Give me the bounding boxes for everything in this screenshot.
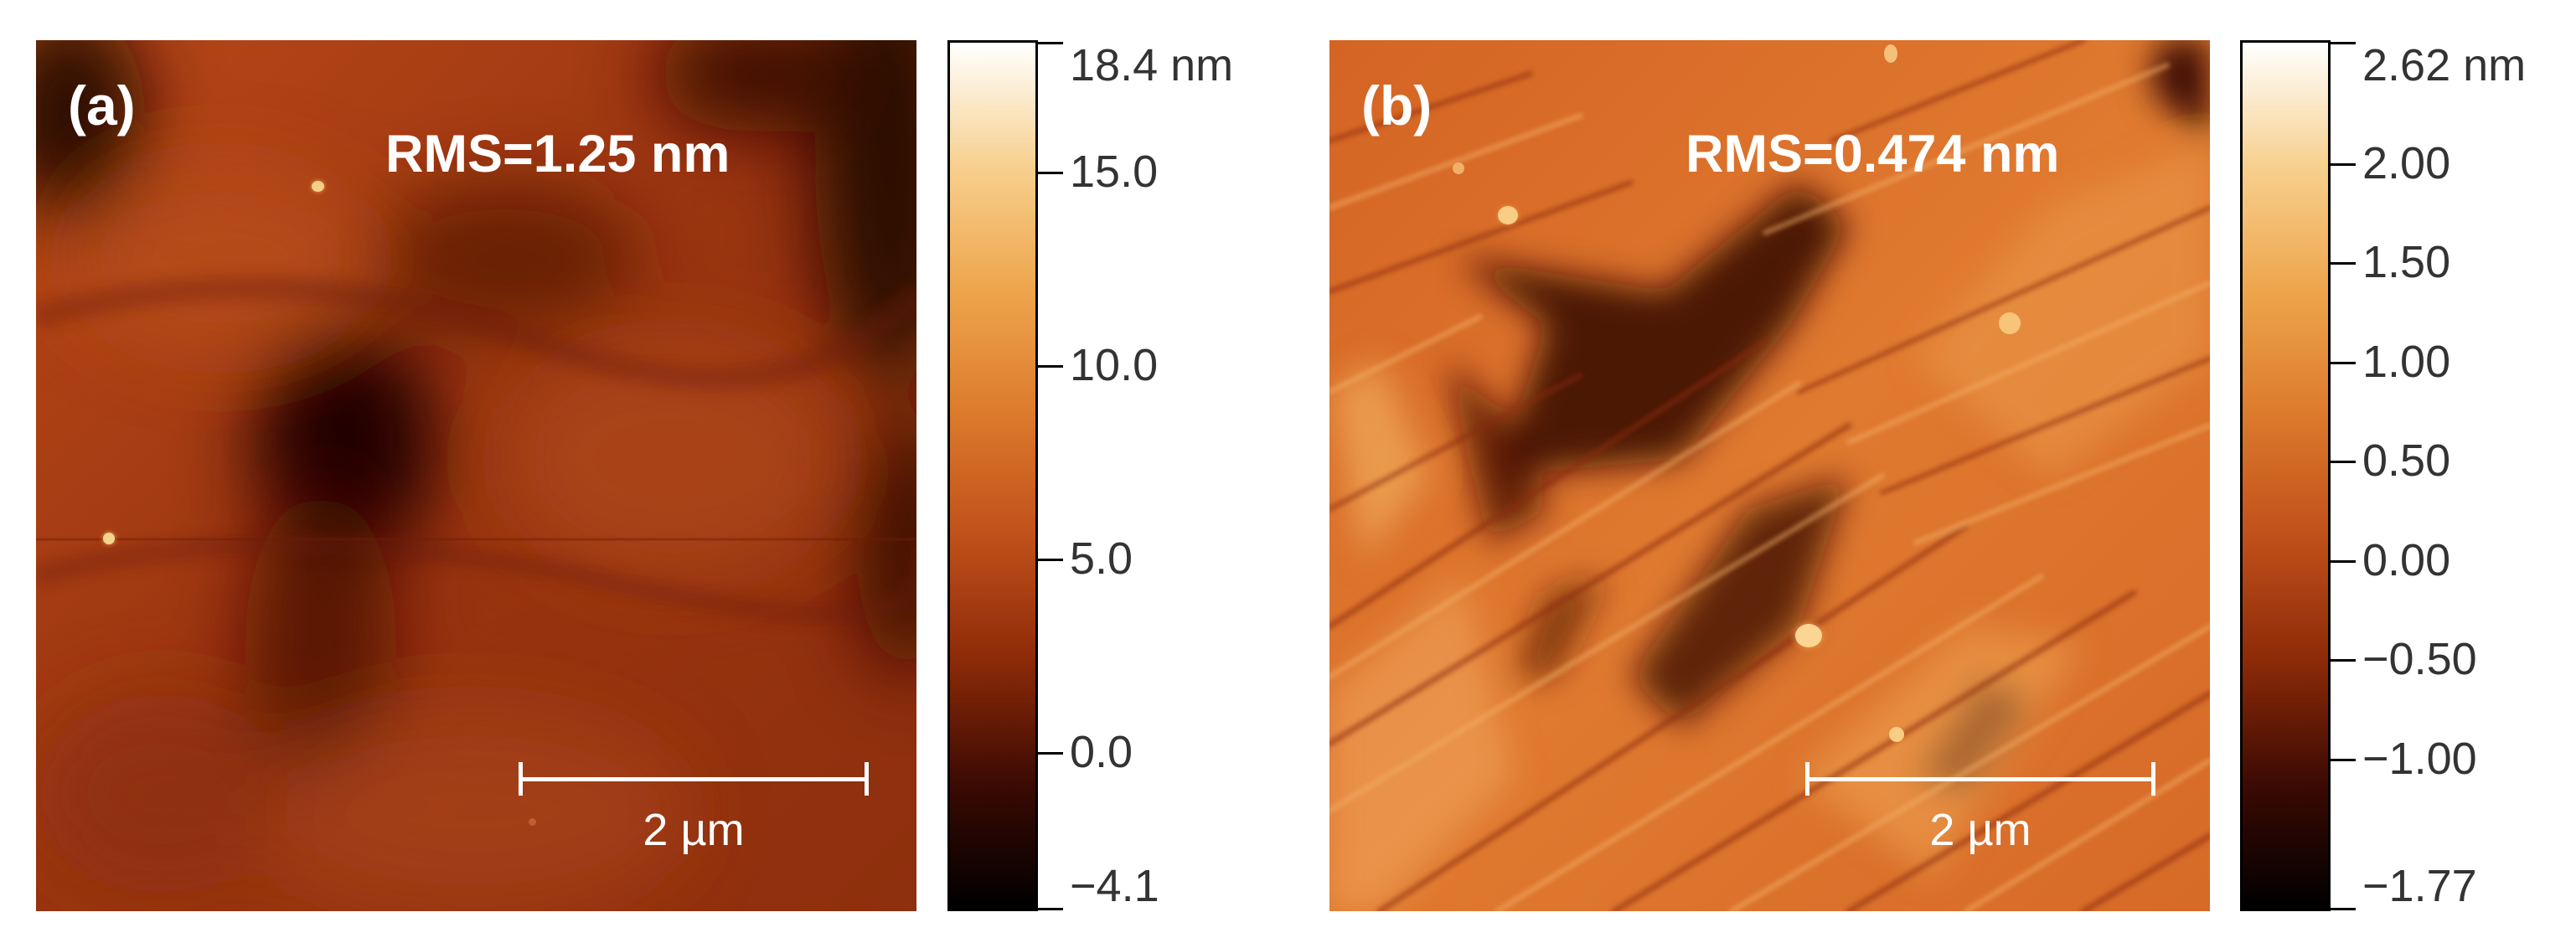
colorbar-b-label: 1.00: [2362, 336, 2451, 387]
colorbar-b-label: −1.77: [2362, 861, 2477, 911]
colorbar-b-label: 0.00: [2362, 534, 2451, 585]
colorbar-b: [2240, 40, 2331, 911]
colorbar-b-tick: [2331, 361, 2356, 364]
colorbar-b-label: 2.62 nm: [2362, 40, 2527, 90]
colorbar-a-tick: [1038, 172, 1063, 175]
colorbar-a-label: 18.4 nm: [1070, 40, 1234, 90]
colorbar-b-tick: [2331, 42, 2356, 44]
colorbar-a-label: 5.0: [1070, 533, 1133, 585]
colorbar-a-tick: [1038, 908, 1063, 910]
particle-b-2: [1999, 312, 2021, 334]
colorbar-b-tick: [2331, 908, 2356, 910]
colorbar-a-label: 0.0: [1070, 727, 1133, 778]
colorbar-b-label: 0.50: [2362, 435, 2451, 487]
particle-b-3: [1498, 206, 1518, 224]
colorbar-a-tick: [1038, 752, 1063, 755]
scale-bar-a: [519, 752, 869, 811]
colorbar-a-tick: [1038, 365, 1063, 368]
colorbar-a-label: 10.0: [1070, 340, 1159, 391]
particle-a-1: [312, 181, 324, 192]
scale-bar-b: [1805, 752, 2155, 811]
colorbar-a-label: 15.0: [1070, 147, 1159, 198]
scale-bar-label-a: 2 µm: [643, 805, 745, 855]
scale-bar-label-b: 2 µm: [1929, 805, 2031, 855]
colorbar-a-tick: [1038, 42, 1063, 44]
particle-a-2: [103, 533, 115, 544]
panel-label-a: (a): [68, 75, 136, 137]
colorbar-a: [947, 40, 1038, 911]
colorbar-b-tick: [2331, 758, 2356, 761]
particle-b-6: [1453, 162, 1464, 174]
afm-topography-b: [1329, 40, 2210, 911]
rms-value-a: RMS=1.25 nm: [385, 125, 730, 183]
colorbar-b-label: −1.00: [2362, 733, 2477, 784]
colorbar-b-label: −0.50: [2362, 634, 2477, 685]
afm-image-b: (b) RMS=0.474 nm 2 µm: [1329, 40, 2210, 911]
panel-label-b: (b): [1361, 75, 1433, 137]
colorbar-a-label: −4.1: [1070, 861, 1159, 911]
colorbar-a-tick: [1038, 559, 1063, 562]
colorbar-b-tick: [2331, 162, 2356, 166]
rms-value-b: RMS=0.474 nm: [1685, 125, 2060, 183]
colorbar-b-label: 2.00: [2362, 137, 2451, 188]
particle-b-4: [1889, 727, 1904, 742]
colorbar-b-tick: [2331, 559, 2356, 563]
colorbar-b-tick: [2331, 659, 2356, 662]
colorbar-b-tick: [2331, 461, 2356, 464]
afm-image-a: (a) RMS=1.25 nm 2 µm: [36, 40, 916, 911]
afm-topography-a: [36, 40, 916, 911]
colorbar-b-tick: [2331, 262, 2356, 265]
particle-b-5: [1884, 44, 1897, 63]
colorbar-b-label: 1.50: [2362, 237, 2451, 288]
particle-b-1: [1795, 624, 1822, 647]
particle-a-3: [529, 818, 536, 826]
